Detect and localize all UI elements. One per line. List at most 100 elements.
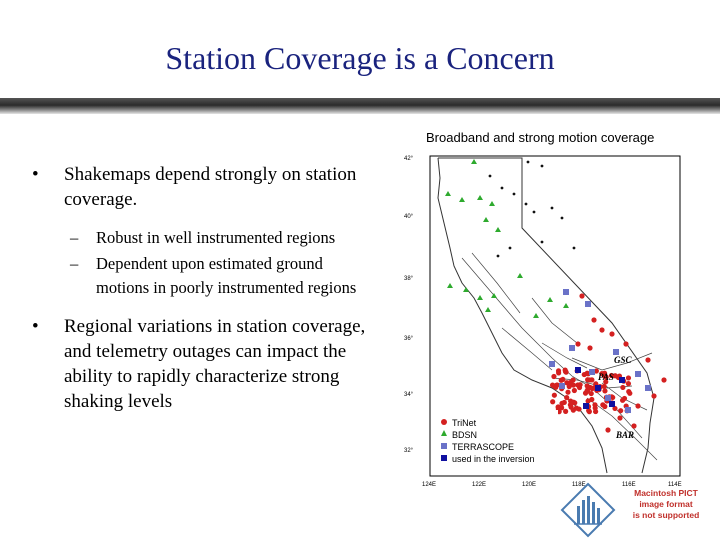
station-marker — [567, 402, 573, 408]
lon-label: 114E — [668, 482, 682, 488]
station-marker — [605, 427, 611, 433]
station-marker — [635, 371, 641, 377]
station-marker — [512, 192, 516, 196]
station-marker — [540, 240, 544, 244]
bullet-list: • Shakemaps depend strongly on station c… — [30, 162, 380, 414]
station-marker — [559, 400, 565, 406]
station-marker — [625, 381, 632, 387]
station-marker — [635, 403, 641, 409]
sub-bullet-item: – Robust in well instrumented regions — [30, 226, 380, 250]
station-marker — [613, 349, 619, 355]
station-marker — [447, 283, 453, 288]
station-marker — [477, 295, 483, 300]
station-marker — [600, 402, 606, 408]
station-marker — [540, 164, 544, 168]
station-marker — [623, 341, 629, 347]
station-marker — [547, 297, 553, 302]
bullet-text: Shakemaps depend strongly on station cov… — [64, 164, 357, 210]
station-marker — [603, 374, 609, 380]
sub-bullet-text: Dependent upon estimated ground motions … — [96, 254, 357, 297]
station-marker — [563, 289, 569, 295]
station-marker — [483, 217, 489, 222]
station-marker — [645, 385, 651, 391]
station-marker — [576, 384, 583, 391]
slide-title: Station Coverage is a Concern — [165, 40, 555, 76]
station-marker — [491, 293, 497, 298]
lon-label: 118E — [572, 482, 586, 488]
legend-inversion-symbol — [441, 455, 447, 461]
station-marker — [619, 397, 626, 403]
station-marker — [563, 408, 569, 414]
station-marker — [463, 287, 469, 292]
place-label-pas: PAS — [598, 372, 614, 382]
station-marker — [560, 376, 566, 383]
lat-label: 32° — [404, 448, 414, 454]
station-marker — [533, 313, 539, 318]
station-marker — [445, 191, 451, 196]
place-label-gsc: GSC — [614, 355, 633, 365]
legend-label-inversion: used in the inversion — [452, 454, 535, 464]
station-marker — [568, 398, 574, 404]
legend-label-terrascope: TERRASCOPE — [452, 442, 514, 452]
pict-line: Macintosh PICT — [634, 488, 698, 498]
station-marker — [488, 174, 492, 178]
station-marker — [587, 345, 593, 351]
station-marker — [569, 345, 575, 351]
station-marker — [500, 186, 504, 190]
station-marker — [603, 379, 609, 385]
sub-bullet-dash: – — [70, 254, 79, 273]
map-title: Broadband and strong motion coverage — [426, 130, 655, 145]
lat-label: 42° — [404, 156, 414, 162]
station-marker — [602, 388, 608, 394]
station-marker — [591, 317, 597, 323]
station-marker — [605, 395, 611, 401]
station-marker — [564, 395, 570, 401]
station-marker — [589, 369, 595, 375]
station-marker — [571, 387, 577, 394]
sub-bullet-item: – Dependent upon estimated ground motion… — [30, 252, 380, 300]
station-marker — [559, 405, 565, 411]
station-marker — [593, 408, 599, 415]
station-marker — [609, 331, 615, 337]
station-marker — [626, 389, 632, 395]
station-marker — [586, 409, 592, 415]
station-marker — [575, 367, 581, 373]
station-marker — [612, 405, 618, 412]
station-marker — [459, 197, 465, 202]
station-marker — [495, 227, 501, 232]
station-marker — [550, 206, 554, 210]
station-marker — [562, 367, 568, 373]
pict-placeholder-text: Macintosh PICT image format is not suppo… — [620, 488, 712, 521]
station-marker — [551, 373, 557, 380]
station-marker — [560, 216, 564, 220]
legend-label-bdsn: BDSN — [452, 430, 477, 440]
pict-line: image format — [639, 499, 693, 509]
station-marker — [583, 403, 589, 409]
station-marker — [601, 383, 607, 390]
pict-line: is not supported — [632, 510, 700, 520]
legend-trinet-symbol — [441, 419, 447, 425]
lon-label: 116E — [622, 482, 636, 488]
station-marker — [566, 383, 572, 390]
station-marker — [551, 392, 557, 398]
station-marker — [477, 195, 483, 200]
station-marker — [575, 341, 581, 347]
sub-bullet-text: Robust in well instrumented regions — [96, 228, 336, 247]
station-marker — [471, 159, 477, 164]
station-marker — [526, 160, 530, 164]
sub-bullet-dash: – — [70, 228, 79, 247]
pict-placeholder-icon — [560, 482, 616, 538]
lat-label: 34° — [404, 392, 414, 398]
station-marker — [608, 372, 615, 379]
station-marker — [563, 303, 569, 308]
lat-label: 40° — [404, 214, 414, 220]
station-marker — [625, 375, 632, 381]
station-marker — [549, 361, 555, 367]
station-marker — [565, 389, 571, 395]
station-marker — [559, 383, 565, 389]
station-marker — [589, 386, 595, 392]
state-border — [438, 157, 655, 474]
station-marker — [517, 273, 523, 278]
legend-terrascope-symbol — [441, 443, 447, 449]
station-marker — [579, 293, 585, 299]
